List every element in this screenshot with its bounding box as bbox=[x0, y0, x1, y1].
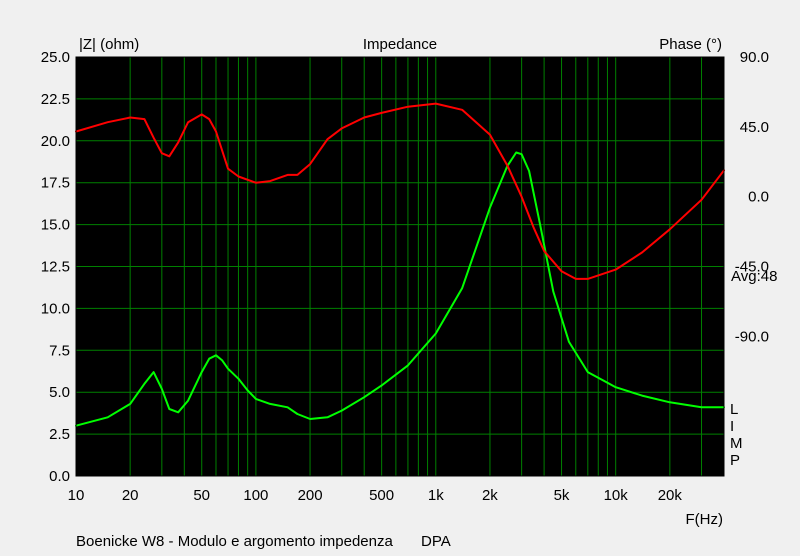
x-axis-label: F(Hz) bbox=[686, 511, 724, 528]
x-tick-label: 2k bbox=[482, 487, 498, 504]
y2-tick-label: 0.0 bbox=[748, 189, 769, 206]
x-tick-label: 5k bbox=[554, 487, 570, 504]
x-tick-label: 200 bbox=[298, 487, 323, 504]
chart-title: Impedance bbox=[363, 36, 437, 53]
x-tick-label: 10k bbox=[604, 487, 629, 504]
y-tick-label: 10.0 bbox=[41, 300, 70, 317]
x-tick-label: 20k bbox=[658, 487, 683, 504]
right-axis-label: Phase (°) bbox=[659, 36, 722, 53]
plot-frame bbox=[75, 56, 725, 477]
y-tick-label: 5.0 bbox=[49, 384, 70, 401]
avg-label: Avg:48 bbox=[731, 268, 777, 285]
y-tick-label: 0.0 bbox=[49, 468, 70, 485]
x-tick-label: 500 bbox=[369, 487, 394, 504]
y-tick-label: 17.5 bbox=[41, 175, 70, 192]
x-tick-label: 10 bbox=[68, 487, 85, 504]
side-letter-m: M bbox=[730, 435, 743, 452]
footer-caption: Boenicke W8 - Modulo e argomento impeden… bbox=[76, 533, 393, 550]
y2-tick-label: -45.0 bbox=[735, 259, 769, 276]
footer-caption-row: Boenicke W8 - Modulo e argomento impeden… bbox=[76, 533, 451, 550]
y2-tick-label: 90.0 bbox=[740, 49, 769, 66]
y-tick-label: 15.0 bbox=[41, 217, 70, 234]
y-tick-label: 12.5 bbox=[41, 259, 70, 276]
y2-tick-label: 45.0 bbox=[740, 119, 769, 136]
tick-labels: 10 20 50 100 200 500 1k 2k 5k 10k 20k 0.0 2.5 5.0 7.5 1… bbox=[41, 49, 769, 504]
curves bbox=[75, 102, 725, 427]
grid bbox=[76, 57, 724, 476]
left-axis-label: |Z| (ohm) bbox=[79, 36, 139, 53]
x-tick-label: 50 bbox=[193, 487, 210, 504]
impedance-series-line bbox=[75, 151, 725, 427]
y-tick-label: 7.5 bbox=[49, 342, 70, 359]
y-tick-label: 22.5 bbox=[41, 91, 70, 108]
x-tick-label: 100 bbox=[243, 487, 268, 504]
y2-tick-label: -90.0 bbox=[735, 328, 769, 345]
footer-tag: DPA bbox=[421, 533, 451, 550]
side-letter-l: L bbox=[730, 401, 738, 418]
side-letter-i: I bbox=[730, 418, 734, 435]
x-tick-label: 20 bbox=[122, 487, 139, 504]
y-tick-label: 25.0 bbox=[41, 49, 70, 66]
y-tick-label: 2.5 bbox=[49, 426, 70, 443]
phase-series-line bbox=[75, 102, 725, 280]
y-tick-label: 20.0 bbox=[41, 133, 70, 150]
side-letter-p: P bbox=[730, 452, 740, 469]
x-tick-label: 1k bbox=[428, 487, 444, 504]
